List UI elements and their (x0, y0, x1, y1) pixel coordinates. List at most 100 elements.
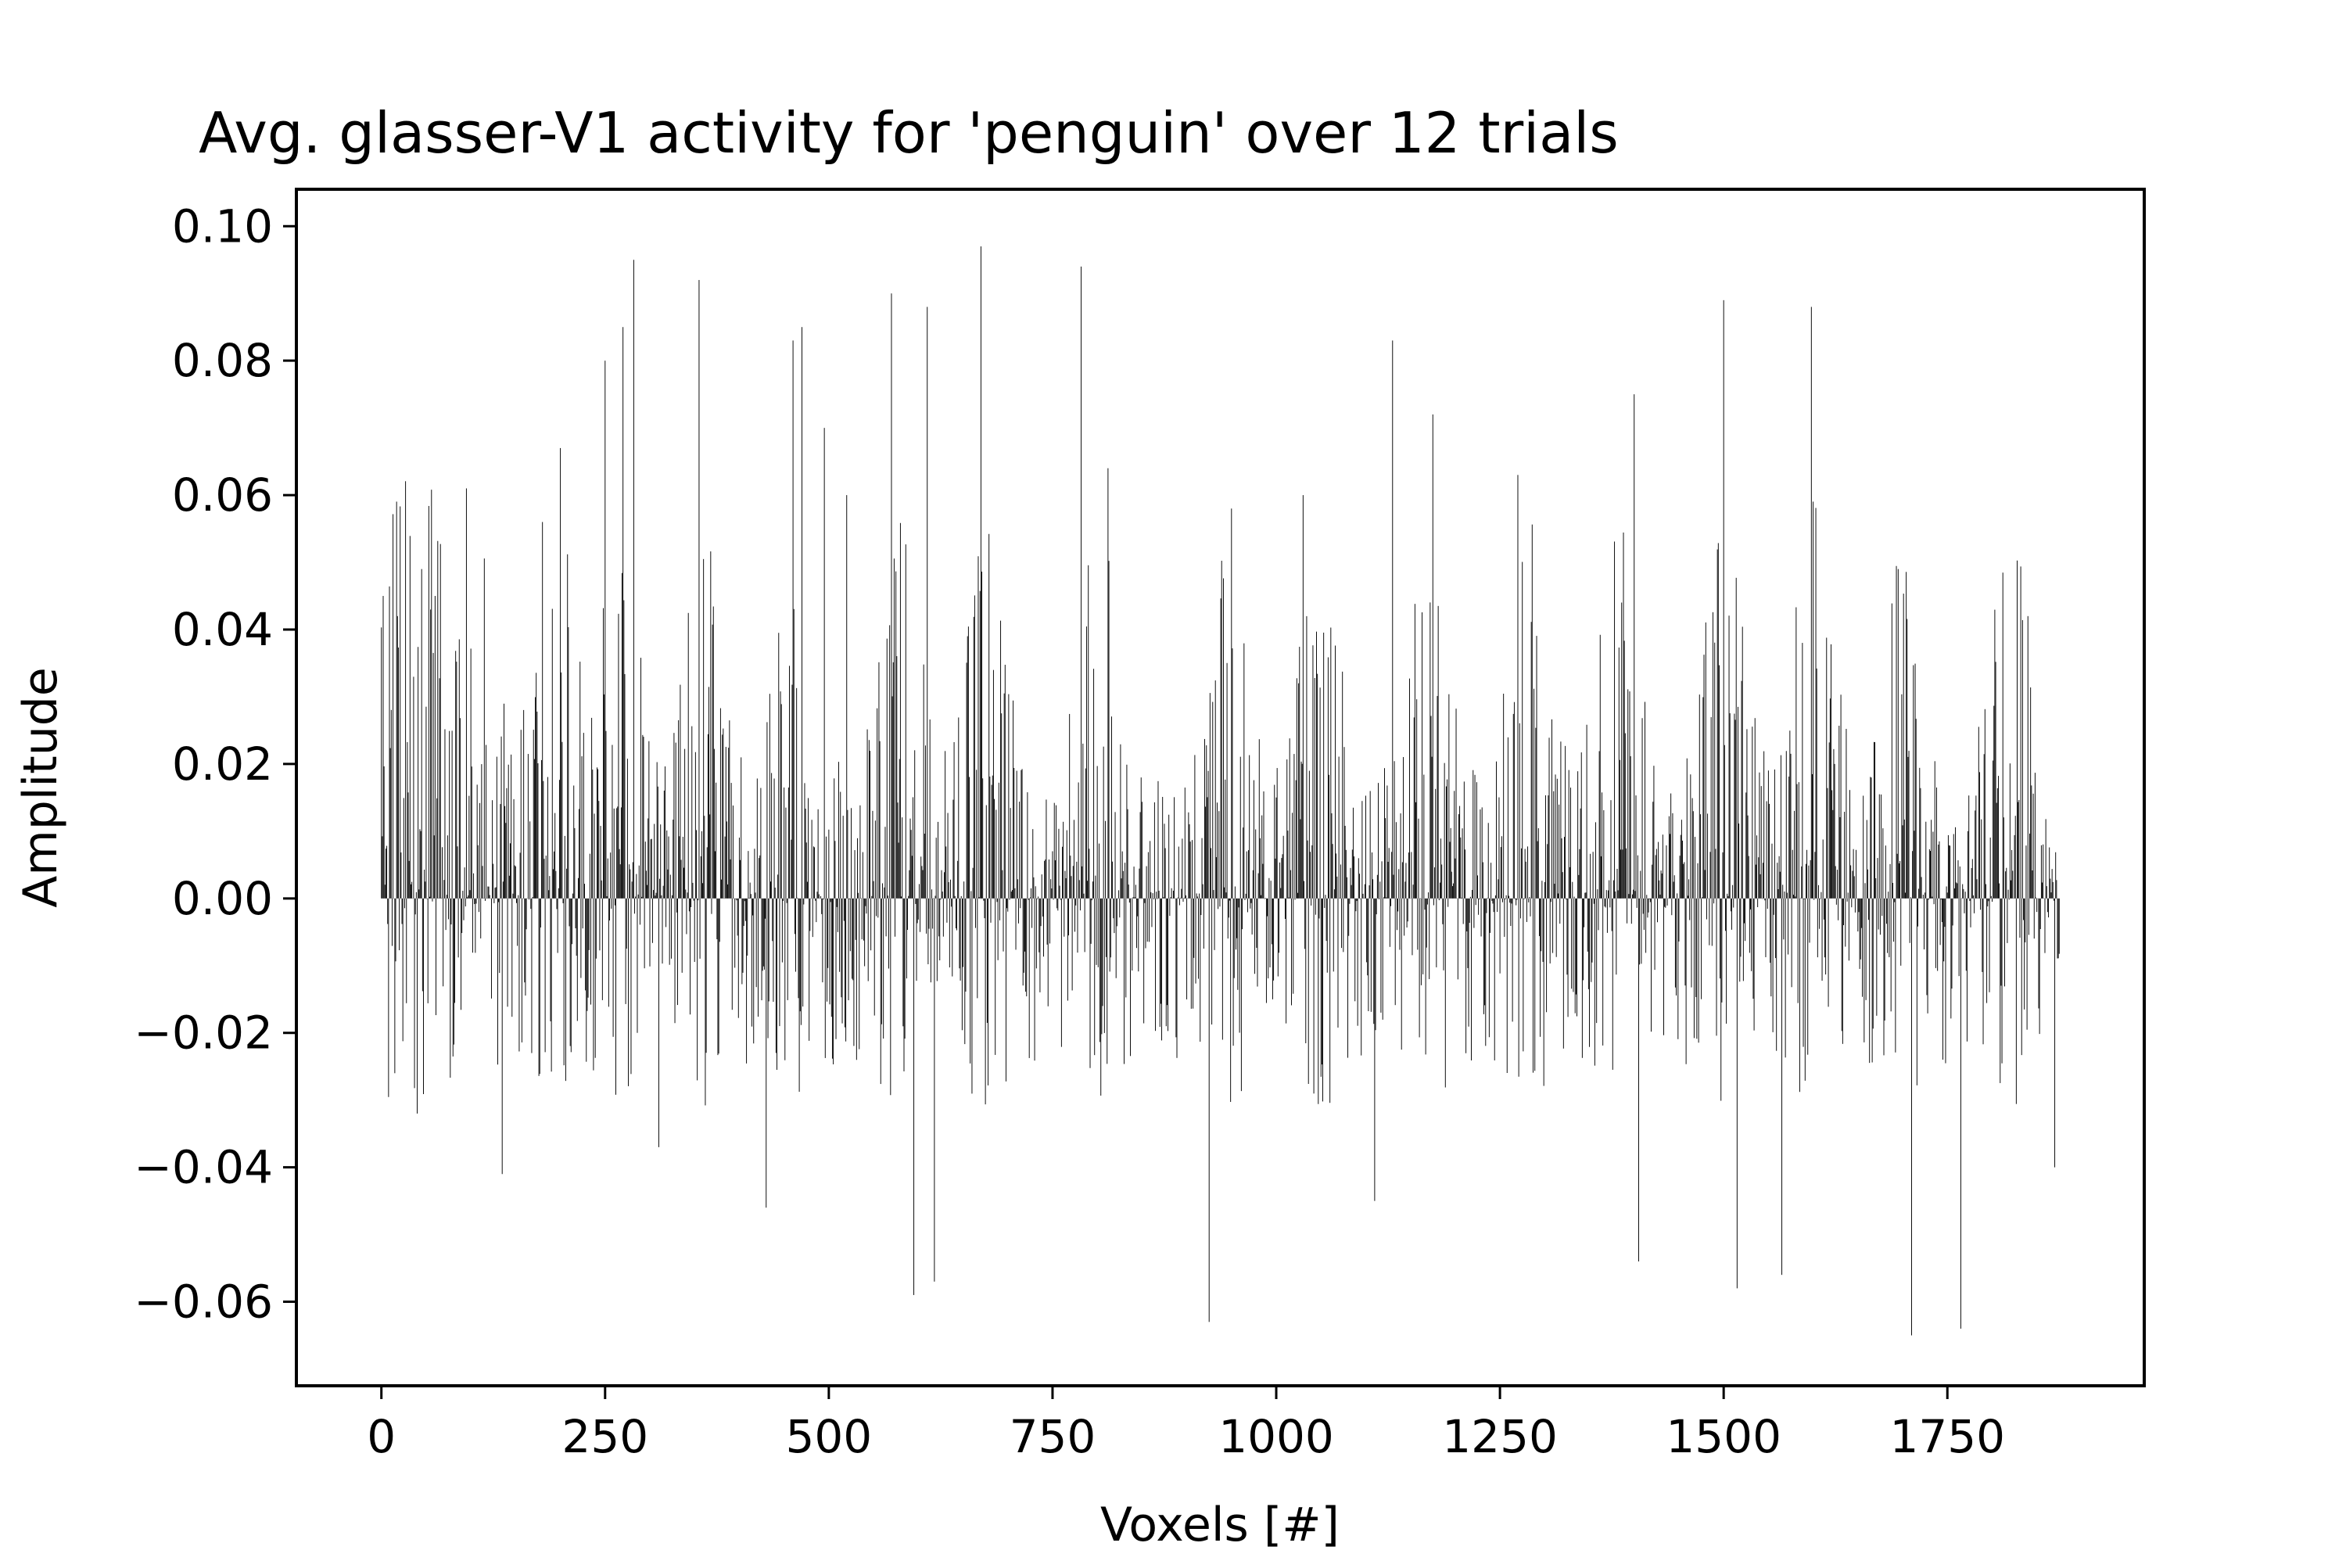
bar (1304, 899, 1305, 949)
bar (515, 867, 516, 899)
bar (1391, 852, 1392, 899)
bar (1627, 689, 1628, 898)
bar (1651, 899, 1652, 1032)
bar (390, 748, 391, 899)
bar (799, 899, 800, 1092)
bar (733, 806, 734, 899)
bar (622, 327, 623, 899)
bar (1606, 890, 1607, 899)
bar (544, 859, 545, 899)
bar (569, 899, 570, 927)
bar (566, 869, 567, 899)
bar (1128, 884, 1129, 899)
bar (1163, 897, 1164, 899)
bar (877, 899, 878, 918)
bar (689, 899, 690, 912)
bar (1425, 899, 1426, 910)
bar (636, 874, 637, 899)
bar (1650, 899, 1651, 902)
bar (1518, 475, 1519, 899)
bar (448, 899, 449, 920)
bar (1098, 899, 1099, 967)
bar (605, 731, 606, 899)
bar (1149, 899, 1150, 942)
bar (1359, 874, 1360, 899)
bar (1385, 818, 1386, 899)
bar (1786, 751, 1787, 899)
bar (436, 798, 437, 899)
bar (681, 859, 682, 898)
bar (526, 899, 527, 929)
bar (837, 899, 838, 907)
bar (1055, 860, 1056, 899)
bar (1978, 727, 1979, 898)
bar (1279, 863, 1280, 899)
bar (1439, 899, 1440, 900)
bar (1437, 696, 1438, 899)
bar (1497, 899, 1498, 912)
bar (851, 808, 852, 899)
bar (1906, 572, 1907, 899)
bar (1712, 899, 1713, 946)
bar (1721, 899, 1722, 1003)
bar (842, 899, 843, 1024)
bar (1215, 680, 1216, 899)
bar (554, 813, 555, 899)
bar (1012, 890, 1013, 899)
bar (1701, 899, 1702, 999)
bar (684, 749, 685, 899)
bar (648, 741, 649, 899)
bar (696, 830, 697, 898)
bar (1174, 797, 1175, 898)
bar (1341, 899, 1342, 948)
bar (1787, 893, 1788, 899)
bar (548, 890, 549, 899)
bar (1713, 899, 1714, 903)
bar (549, 876, 550, 899)
bar (493, 899, 494, 903)
bar (986, 806, 987, 899)
bar (1761, 786, 1762, 899)
bar (706, 899, 707, 1053)
bar (1305, 899, 1306, 1043)
bar (1467, 899, 1468, 968)
bar (1156, 892, 1157, 899)
bar (1082, 744, 1083, 899)
bar (672, 895, 673, 899)
bar (923, 870, 924, 899)
bar (1110, 899, 1111, 957)
bar (1118, 890, 1119, 898)
bar (383, 596, 384, 899)
y-tick-label: 0.00 (172, 872, 273, 925)
bar (1915, 664, 1916, 899)
bar (1160, 899, 1161, 1004)
bar (1831, 790, 1832, 898)
bar (930, 719, 931, 899)
bar (1620, 849, 1621, 898)
bar (688, 613, 689, 899)
bar (895, 572, 896, 899)
bar (694, 899, 695, 962)
bar (1835, 866, 1836, 898)
bar (839, 899, 840, 972)
bar (1241, 899, 1242, 1091)
bar (404, 899, 405, 909)
bar (942, 892, 943, 899)
bar (997, 899, 998, 902)
bar (1367, 899, 1368, 975)
bar (936, 838, 937, 899)
bar (739, 838, 740, 899)
bar (1397, 899, 1398, 912)
bar (1653, 766, 1654, 899)
bar (1049, 899, 1050, 944)
x-tick-label: 1750 (1889, 1410, 2005, 1463)
bar (855, 850, 856, 899)
bar (588, 899, 589, 998)
bar (781, 704, 782, 898)
bar (824, 428, 825, 899)
bar (1357, 899, 1358, 901)
bar (1203, 899, 1204, 949)
bar (1266, 899, 1267, 1003)
bar (1602, 899, 1603, 1046)
bar (1252, 899, 1253, 935)
